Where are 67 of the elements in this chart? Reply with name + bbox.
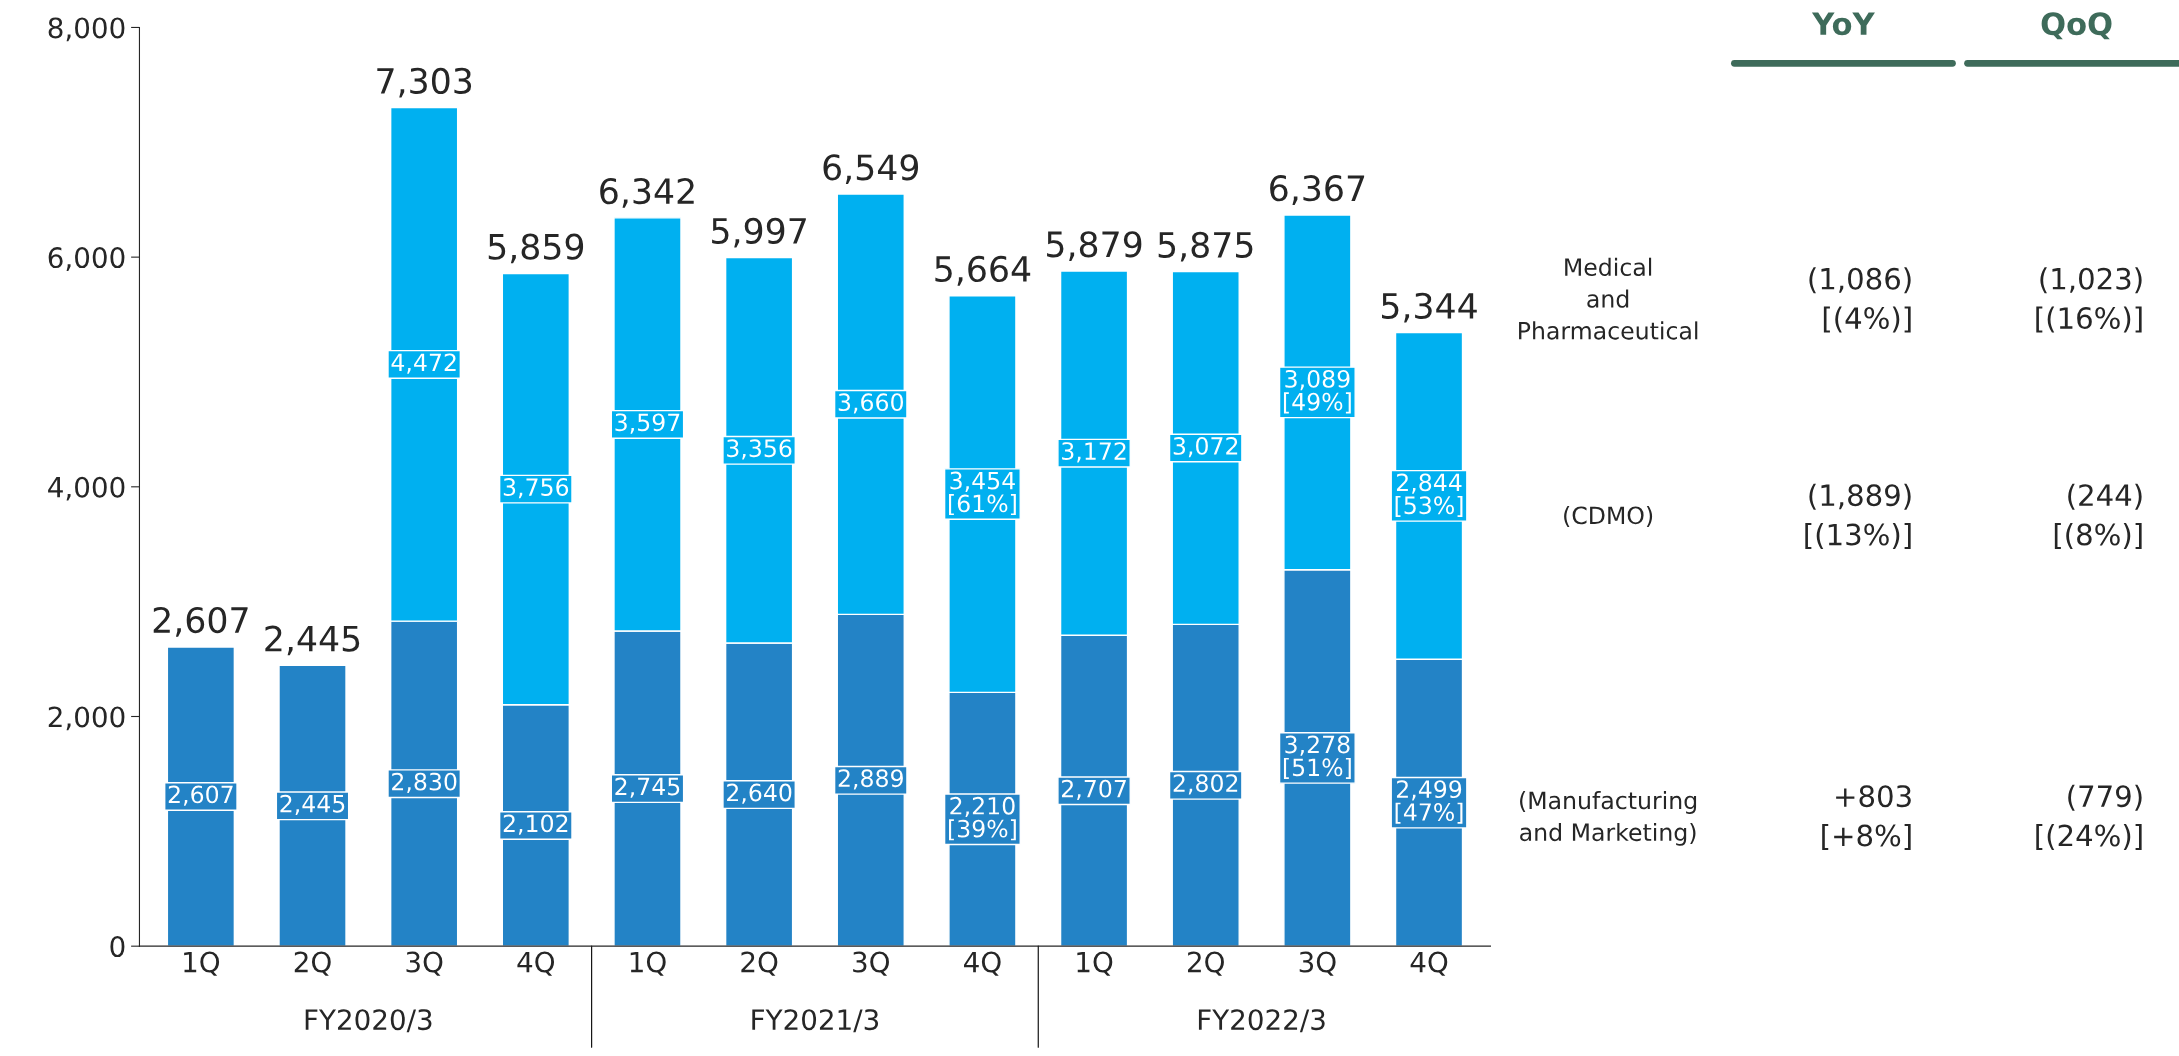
text: QoQ xyxy=(2041,12,2112,40)
data-label: 2,844 [53%] xyxy=(1395,473,1463,517)
text: FY2020/3 xyxy=(305,1009,432,1033)
bar xyxy=(166,646,236,947)
data-label: 2,707 xyxy=(1062,779,1126,800)
total-label: 6,367 xyxy=(1270,175,1365,205)
x-tick-label: 3Q xyxy=(406,951,443,976)
total-label: 5,879 xyxy=(1047,231,1142,261)
text: YoY xyxy=(1811,12,1875,36)
total-label: 5,344 xyxy=(1382,292,1477,323)
data-label: 2,889 xyxy=(838,769,903,790)
total-label: 2,607 xyxy=(153,606,248,637)
total-label: 5,859 xyxy=(488,233,584,264)
data-label: 2,499 [47%] xyxy=(1395,780,1463,824)
text: (1,023) [(16%)] xyxy=(2036,267,2142,333)
data-label: 2,802 xyxy=(1173,774,1238,795)
y-tick-label: 2,000 xyxy=(48,706,125,731)
y-tick-label: 0 xyxy=(110,936,125,958)
total-label: 6,549 xyxy=(823,154,919,185)
data-label: 2,210 [39%] xyxy=(949,796,1016,841)
text: FY2021/3 xyxy=(752,1009,879,1033)
total-label: 6,342 xyxy=(600,177,694,208)
bar xyxy=(278,664,347,947)
total-label: 7,303 xyxy=(377,67,472,98)
data-label: 3,172 xyxy=(1062,442,1126,463)
data-label: 3,597 xyxy=(615,413,680,434)
x-tick-label: 4Q xyxy=(517,951,555,976)
x-tick-label: 2Q xyxy=(741,951,778,976)
data-label: 3,089 [49%] xyxy=(1283,369,1351,414)
x-tick-label: 4Q xyxy=(964,951,1001,976)
x-tick-label: 2Q xyxy=(294,951,331,976)
text: Medical and Pharmaceutical xyxy=(1519,257,1698,340)
data-label: 2,830 xyxy=(392,772,457,793)
x-tick-label: 3Q xyxy=(853,951,889,976)
data-label: 2,607 xyxy=(168,785,233,806)
x-tick-label: 1Q xyxy=(1077,951,1113,976)
total-label: 5,664 xyxy=(935,255,1031,286)
x-tick-label: 3Q xyxy=(1299,951,1336,976)
x-tick-label: 1Q xyxy=(630,951,666,976)
text: FY2022/3 xyxy=(1198,1009,1325,1033)
text: (CDMO) xyxy=(1564,506,1653,528)
text: +803 [+8%] xyxy=(1822,785,1911,850)
text: (779) [(24%)] xyxy=(2036,784,2142,850)
total-label: 5,875 xyxy=(1158,231,1253,262)
data-label: 2,445 xyxy=(280,794,345,816)
total-label: 2,445 xyxy=(265,625,360,656)
data-label: 3,072 xyxy=(1173,436,1238,458)
total-label: 5,997 xyxy=(712,217,806,248)
data-label: 3,356 xyxy=(727,439,792,460)
x-tick-label: 4Q xyxy=(1410,951,1448,976)
text: (1,086) [(4%)] xyxy=(1809,267,1911,333)
text: (244) [(8%)] xyxy=(2054,483,2142,549)
text: (1,889) [(13%)] xyxy=(1805,483,1911,549)
data-label: 2,745 xyxy=(615,777,680,798)
x-tick-label: 1Q xyxy=(184,951,220,976)
y-tick-label: 4,000 xyxy=(48,476,125,501)
data-label: 3,278 [51%] xyxy=(1283,735,1351,780)
y-tick-label: 8,000 xyxy=(48,17,125,42)
legend-label: (Manufacturing and Marketing) xyxy=(1520,791,1697,846)
data-label: 4,472 xyxy=(391,353,456,374)
data-label: 2,640 xyxy=(727,783,792,804)
data-label: 2,102 xyxy=(503,814,568,835)
data-label: 3,660 xyxy=(838,393,903,414)
y-tick-label: 6,000 xyxy=(48,247,125,271)
data-label: 3,454 [61%] xyxy=(949,471,1016,516)
x-tick-label: 2Q xyxy=(1187,951,1224,976)
data-label: 3,756 xyxy=(503,478,569,499)
